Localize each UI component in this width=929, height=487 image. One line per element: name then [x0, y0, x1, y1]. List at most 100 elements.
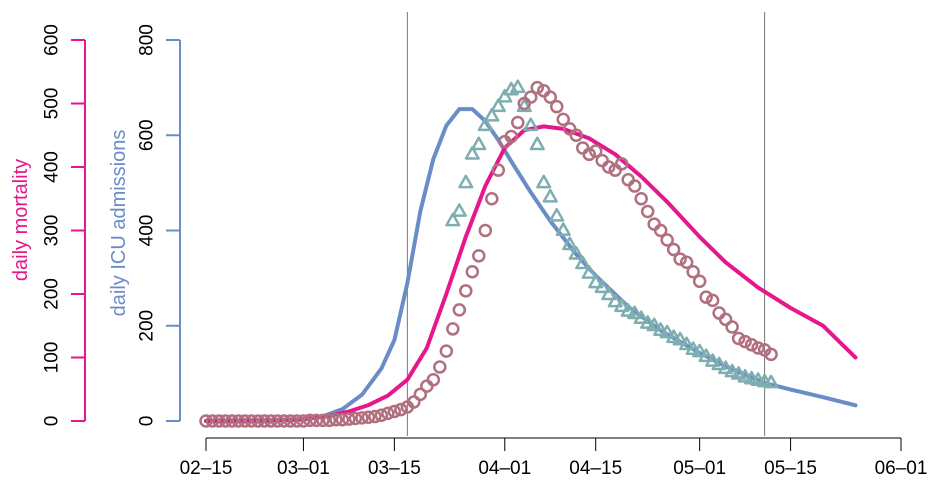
- daily-mortality-observed-point: [679, 255, 694, 269]
- icu-admissions-observed-point: [620, 303, 636, 317]
- icu-admissions-observed-point: [477, 117, 493, 132]
- daily-mortality-observed-point: [433, 360, 447, 374]
- daily-mortality-observed-point: [660, 233, 674, 247]
- daily-mortality-observed-point: [225, 414, 239, 428]
- icu-admissions-observed-point: [731, 366, 747, 380]
- daily-mortality-observed-point: [420, 379, 434, 393]
- daily-mortality-observed-point: [569, 128, 583, 142]
- icu-admissions-observed-point: [536, 174, 552, 189]
- icu-admissions-observed-point: [718, 360, 734, 375]
- daily-mortality-observed-point: [627, 179, 642, 193]
- x-axis-tick-label: 04–15: [569, 458, 622, 479]
- daily-mortality-observed-point: [575, 141, 590, 155]
- daily-mortality-observed-point: [666, 242, 681, 257]
- daily-mortality-observed-point: [491, 163, 506, 177]
- daily-mortality-observed-point: [329, 412, 343, 427]
- daily-mortality-observed-point: [705, 293, 720, 308]
- daily-mortality-observed-point: [348, 411, 363, 426]
- icu-admissions-observed-point: [484, 107, 500, 122]
- icu-admissions-observed-point: [705, 353, 721, 367]
- icu-admissions-observed-point: [451, 203, 467, 217]
- daily-mortality-observed-point: [588, 144, 603, 158]
- icu-admissions-observed-point: [464, 146, 480, 160]
- icu-admissions-observed-point: [555, 222, 571, 236]
- daily-mortality-observed-point: [530, 80, 545, 95]
- reference-lines: [406, 12, 766, 436]
- daily-mortality-observed-point: [751, 341, 765, 355]
- daily-mortality-model-line: [204, 124, 858, 423]
- icu-admissions-observed-point: [588, 274, 604, 289]
- daily-mortality-observed-point: [459, 284, 473, 298]
- x-axis-tick-label: 05–15: [764, 458, 817, 479]
- x-axis-tick-label: 05–01: [673, 458, 726, 479]
- outer-axis-tick-label: 100: [42, 342, 63, 374]
- daily-mortality-observed-point: [394, 402, 408, 417]
- daily-mortality-observed-point: [199, 414, 213, 428]
- daily-mortality-observed-point: [621, 172, 635, 187]
- daily-mortality-observed-point: [244, 414, 259, 428]
- daily-mortality-observed-point: [257, 414, 272, 428]
- outer-axis-tick-label: 300: [42, 215, 63, 247]
- inner-axis-tick-label: 600: [137, 119, 158, 151]
- daily-mortality-observed-point: [653, 223, 668, 238]
- daily-mortality-observed-point: [524, 90, 538, 104]
- daily-mortality-observed-point: [504, 129, 519, 144]
- daily-mortality-observed-point: [731, 331, 746, 346]
- left-inner-axis-label: daily ICU admissions: [108, 130, 130, 317]
- daily-mortality-observed-point: [296, 414, 311, 428]
- daily-mortality-observed-point: [712, 306, 726, 320]
- outer-axis-tick-label: 0: [42, 416, 63, 427]
- icu-admissions-observed-point: [601, 286, 617, 301]
- daily-mortality-observed-point: [303, 413, 317, 428]
- outer-axis-tick-label: 400: [42, 151, 63, 183]
- icu-admissions-observed-point: [666, 329, 682, 344]
- daily-mortality-observed-point: [614, 157, 629, 171]
- plot-area: [199, 79, 858, 428]
- daily-mortality-observed-point: [283, 414, 298, 428]
- icu-admissions-observed-point: [510, 79, 526, 94]
- left-inner-axis-label-highlight: ICU admissions: [108, 130, 130, 270]
- outer-axis-tick-label: 500: [42, 88, 63, 120]
- daily-mortality-observed-point: [361, 410, 376, 424]
- inner-axis-tick-label: 800: [137, 24, 158, 56]
- icu-admissions-observed-point: [679, 336, 695, 351]
- daily-mortality-observed-point: [264, 414, 278, 428]
- daily-mortality-observed-point: [381, 406, 395, 421]
- icu-admissions-observed-point: [659, 324, 675, 339]
- icu-admissions-observed-point: [653, 322, 669, 336]
- left-inner-axis-label-prefix: daily: [108, 275, 130, 316]
- daily-mortality-observed-point: [238, 414, 252, 428]
- daily-mortality-observed-point: [277, 414, 291, 428]
- icu-admissions-observed-point: [529, 136, 545, 151]
- daily-mortality-observed-point: [251, 414, 265, 428]
- daily-mortality-observed-point: [374, 408, 389, 423]
- daily-mortality-observed-point: [595, 153, 609, 168]
- outer-axis-tick-label: 200: [42, 278, 63, 310]
- daily-mortality-observed-point: [218, 414, 233, 428]
- icu-admissions-observed-point: [516, 98, 532, 113]
- inner-axis-tick-label: 400: [137, 215, 158, 247]
- daily-mortality-observed-point: [725, 320, 739, 334]
- icu-admissions-observed-point: [542, 188, 558, 203]
- daily-mortality-observed-point: [205, 414, 220, 428]
- icu-admissions-observed-point: [594, 279, 610, 294]
- daily-mortality-observed-point: [673, 252, 687, 266]
- daily-mortality-observed-point: [212, 414, 226, 428]
- daily-mortality-observed-point: [439, 344, 454, 358]
- daily-mortality-observed-point: [270, 414, 285, 428]
- daily-mortality-observed-point: [335, 412, 350, 427]
- icu-admissions-observed-point: [523, 117, 539, 132]
- icu-admissions-observed-point: [562, 236, 578, 251]
- daily-mortality-observed-point: [413, 387, 428, 402]
- daily-mortality-observed-point: [647, 217, 661, 231]
- daily-mortality-observed-point: [368, 409, 382, 424]
- icu-admissions-observed-point: [445, 212, 461, 227]
- icu-admissions-observed-point: [672, 331, 688, 346]
- daily-mortality-observed-point: [549, 99, 564, 114]
- daily-mortality-observed-point: [472, 249, 486, 263]
- x-axis-tick-label: 03–15: [368, 458, 421, 479]
- daily-mortality-observed-point: [478, 223, 493, 238]
- daily-mortality-observed-point: [309, 413, 324, 428]
- daily-mortality-observed-point: [322, 413, 337, 428]
- daily-mortality-observed-point: [465, 265, 480, 279]
